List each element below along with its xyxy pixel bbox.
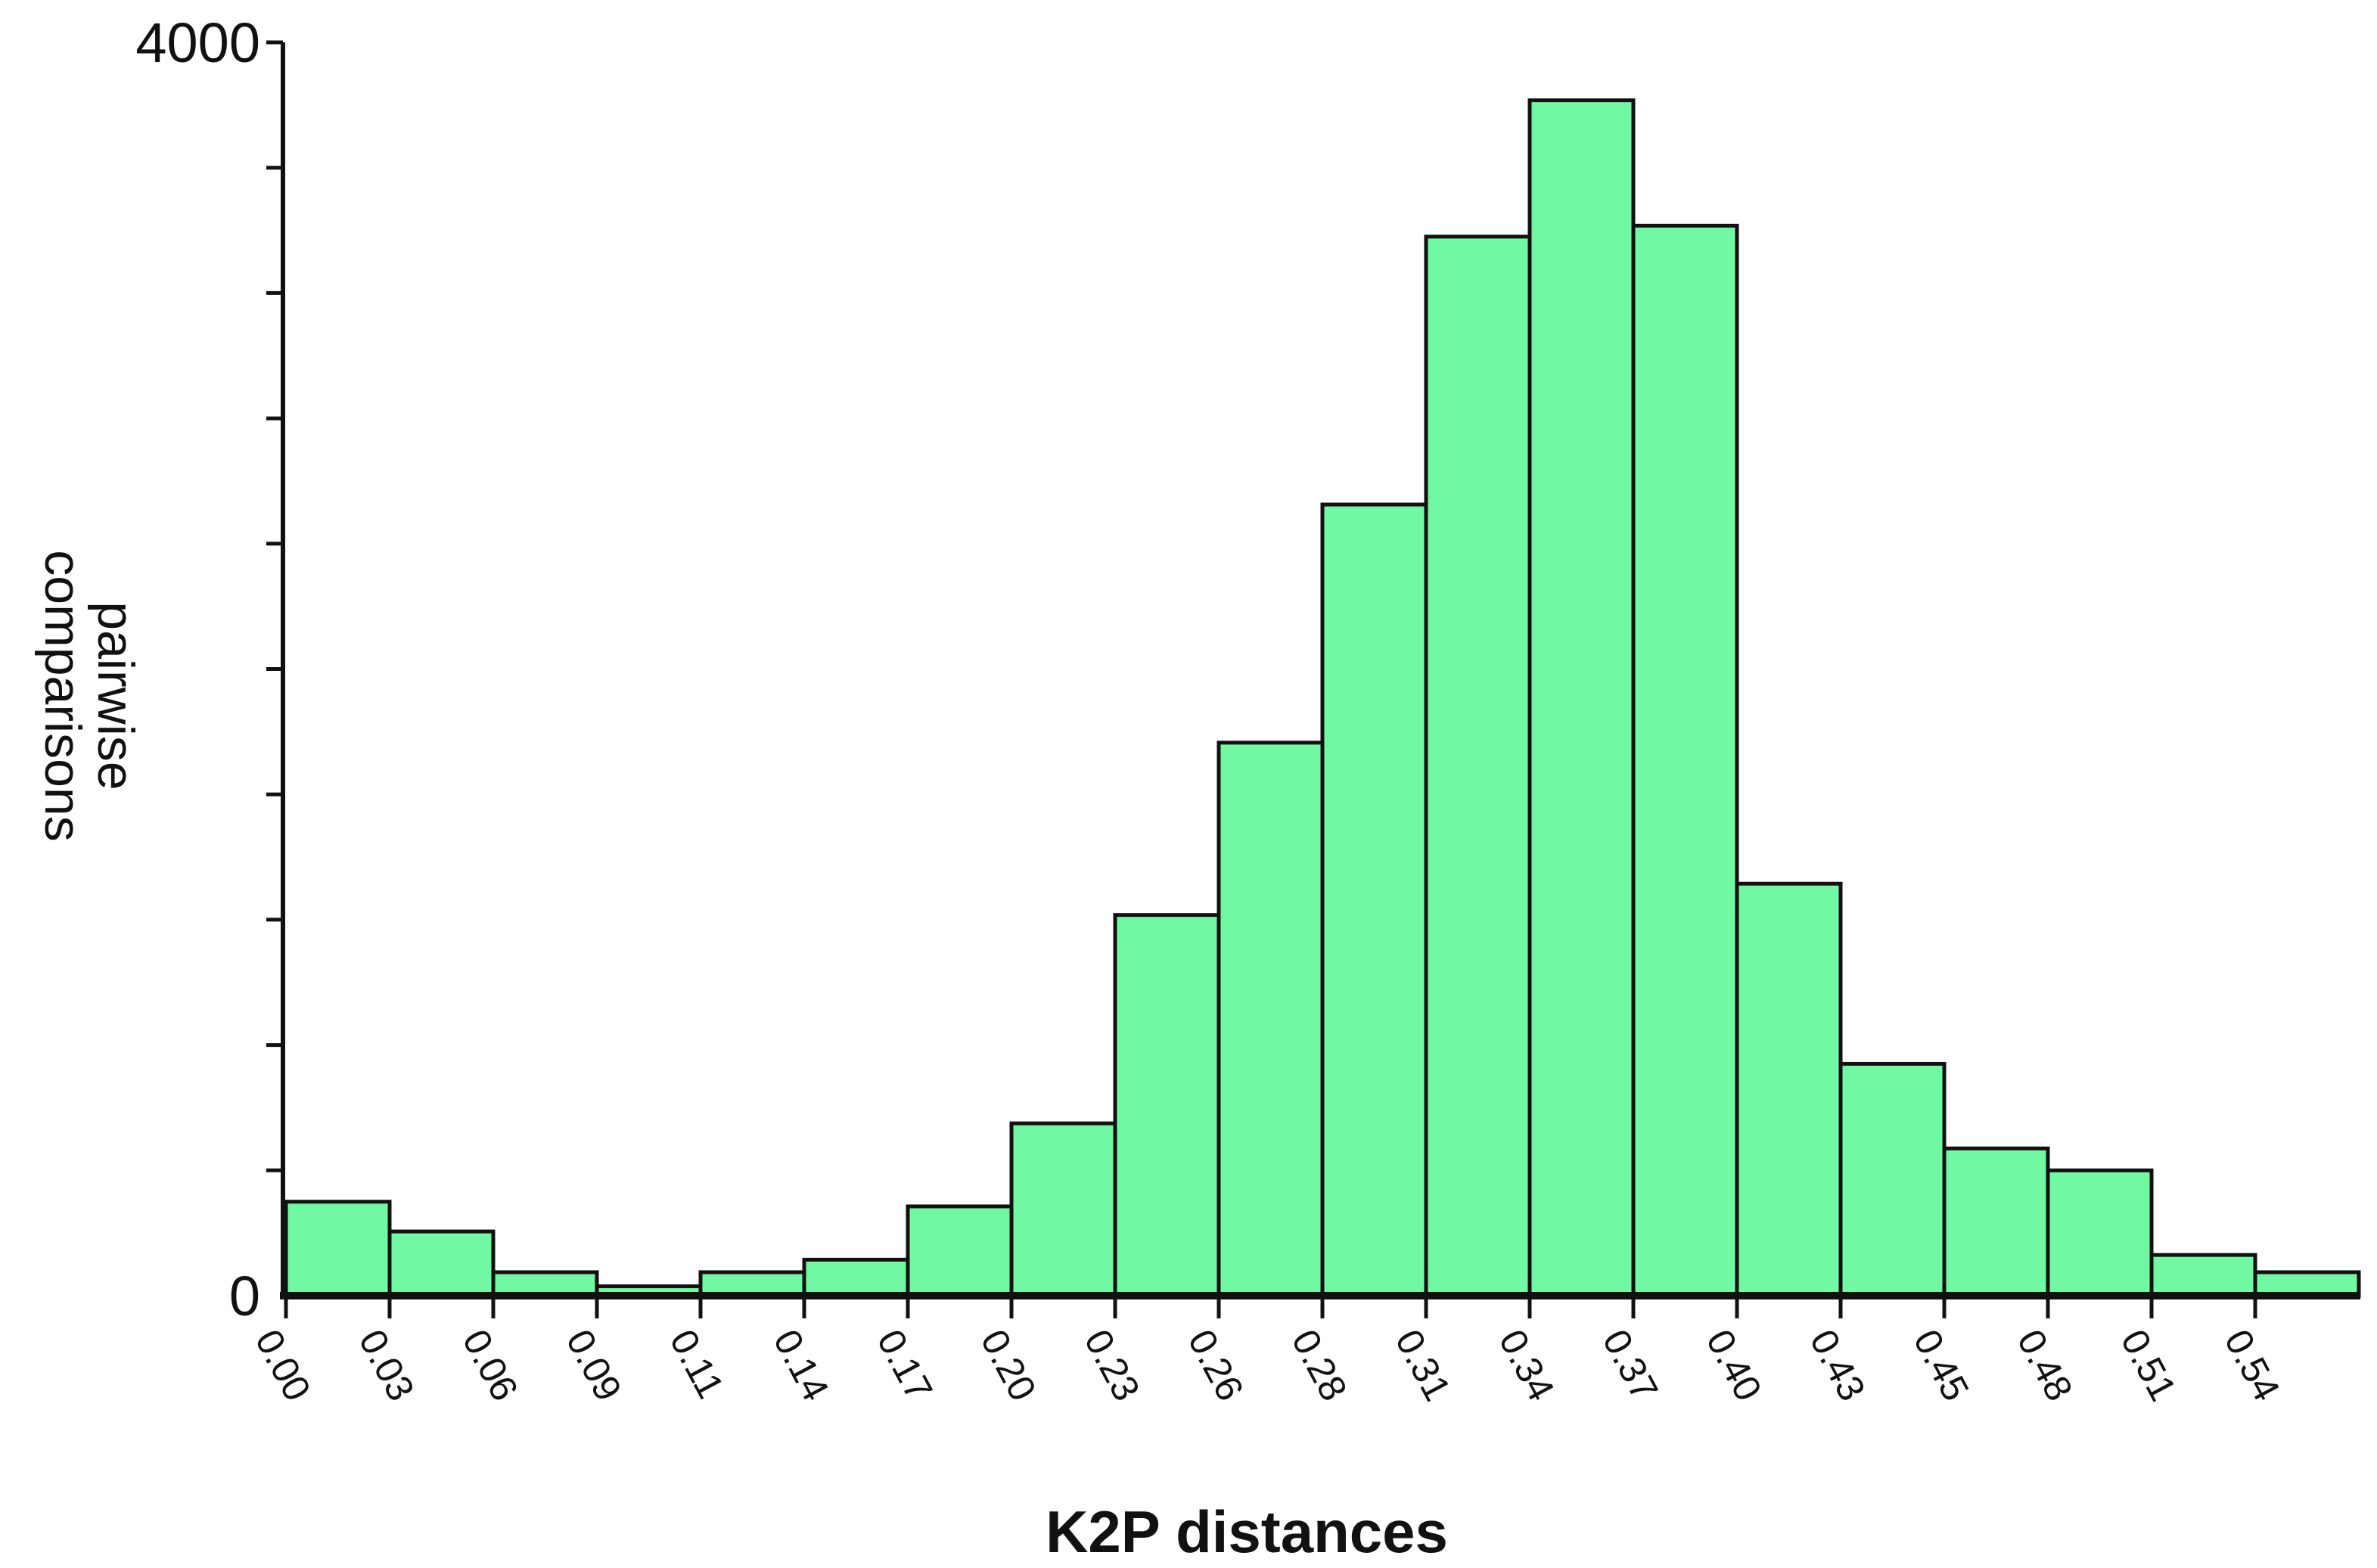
x-tick-label: 0.09: [558, 1323, 630, 1408]
histogram-bar: [284, 1200, 392, 1298]
y-axis-label-line2: comparisons: [34, 550, 92, 842]
x-tick-label: 0.06: [455, 1323, 527, 1408]
y-tick-label-max: 4000: [135, 11, 260, 74]
histogram-bar: [1320, 502, 1428, 1298]
y-tick-label-zero: 0: [229, 1265, 260, 1327]
x-tick-label: 0.00: [247, 1323, 319, 1408]
x-tick-label: 0.28: [1284, 1323, 1356, 1408]
histogram-bar: [906, 1204, 1014, 1298]
y-minor-ticks: [266, 40, 283, 1172]
x-tick-label: 0.26: [1180, 1323, 1252, 1408]
histogram-bar: [1216, 741, 1325, 1298]
histogram-bar: [387, 1229, 496, 1298]
histogram-bar: [1735, 881, 1843, 1298]
bars-group: [284, 98, 2361, 1298]
histogram-bar: [1838, 1061, 1947, 1298]
x-tick-label: 0.54: [2217, 1323, 2288, 1408]
x-tick-label: 0.14: [766, 1323, 837, 1408]
y-axis-label-line1: pairwise: [87, 601, 144, 790]
x-tick-label: 0.17: [869, 1323, 941, 1408]
histogram-bar: [802, 1257, 910, 1298]
histogram-bar: [1424, 234, 1532, 1298]
histogram-bar: [1113, 913, 1221, 1298]
x-tick-label: 0.40: [1698, 1323, 1770, 1408]
x-tick-label: 0.37: [1595, 1323, 1667, 1408]
x-axis-label: K2P distances: [1046, 1498, 1448, 1565]
x-tick-label: 0.23: [1077, 1323, 1148, 1408]
histogram-bar: [2149, 1253, 2257, 1298]
x-tick-label: 0.43: [1802, 1323, 1874, 1408]
histogram-bar: [1631, 223, 1739, 1298]
x-tick-label: 0.20: [973, 1323, 1045, 1408]
x-tick-label: 0.34: [1491, 1323, 1563, 1408]
x-ticks: 0.00 0.03 0.06 0.09 0.11 0.14 0.17 0.20 0.23 0.26…: [247, 1296, 2288, 1408]
histogram-bar: [1942, 1146, 2050, 1298]
histogram-bar: [1527, 98, 1636, 1298]
x-tick-label: 0.31: [1387, 1323, 1459, 1408]
x-tick-label: 0.11: [662, 1323, 732, 1405]
histogram-bar: [2046, 1168, 2154, 1298]
x-tick-label: 0.03: [351, 1323, 423, 1408]
x-tick-label: 0.48: [2009, 1323, 2081, 1408]
x-tick-label: 0.45: [1906, 1323, 1978, 1408]
y-axis-label: pairwise comparisons: [34, 550, 144, 842]
histogram-bar: [2253, 1270, 2361, 1298]
x-tick-label: 0.51: [2113, 1323, 2185, 1408]
histogram-bar: [1009, 1121, 1117, 1298]
